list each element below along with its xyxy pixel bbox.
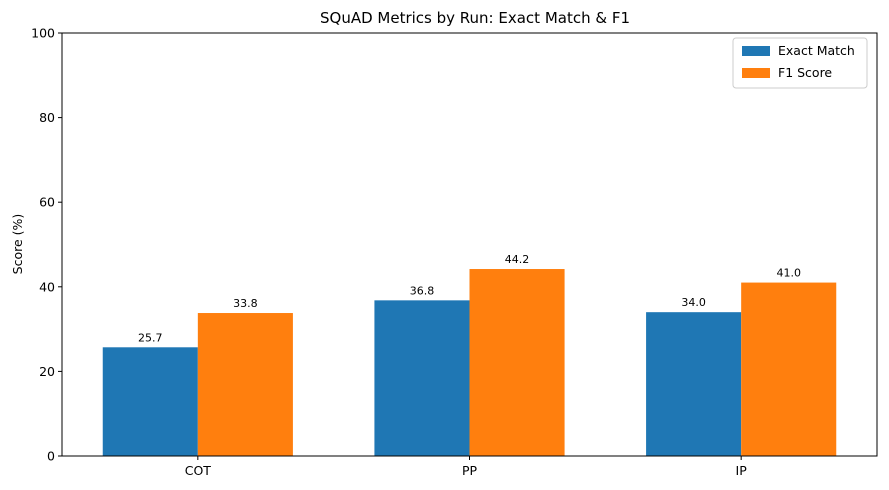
y-tick-label: 40 [39, 279, 55, 294]
data-label: 34.0 [681, 296, 706, 309]
y-tick-label: 60 [39, 195, 55, 210]
data-label: 33.8 [233, 297, 258, 310]
y-axis-title: Score (%) [10, 214, 25, 275]
bar-f1-score-pp [469, 269, 565, 456]
legend: Exact Match F1 Score [732, 37, 868, 89]
bar-f1-score-cot [197, 313, 293, 456]
x-tick-label: PP [462, 463, 478, 478]
legend-swatch-exact-match [742, 46, 770, 56]
legend-swatch-f1-score [742, 68, 770, 78]
plot-area: 25.7 36.8 34.0 33.8 44.2 41.0 0 20 40 60 80 100 COT P… [31, 26, 878, 478]
bar-exact-match-ip [646, 312, 742, 456]
legend-label: Exact Match [778, 43, 855, 58]
x-tick-label: COT [185, 463, 212, 478]
y-tick-label: 0 [47, 449, 55, 464]
data-label: 44.2 [505, 253, 530, 266]
data-label: 41.0 [776, 267, 801, 280]
legend-label: F1 Score [778, 65, 832, 80]
data-label: 25.7 [138, 331, 163, 344]
y-tick-label: 80 [39, 110, 55, 125]
y-tick-label: 100 [31, 26, 55, 41]
chart-title: SQuAD Metrics by Run: Exact Match & F1 [320, 9, 630, 27]
bar-exact-match-pp [374, 300, 470, 456]
bar-exact-match-cot [102, 347, 198, 456]
data-label: 36.8 [410, 284, 435, 297]
x-tick-label: IP [736, 463, 748, 478]
y-tick-label: 20 [39, 364, 55, 379]
bar-f1-score-ip [741, 282, 837, 456]
